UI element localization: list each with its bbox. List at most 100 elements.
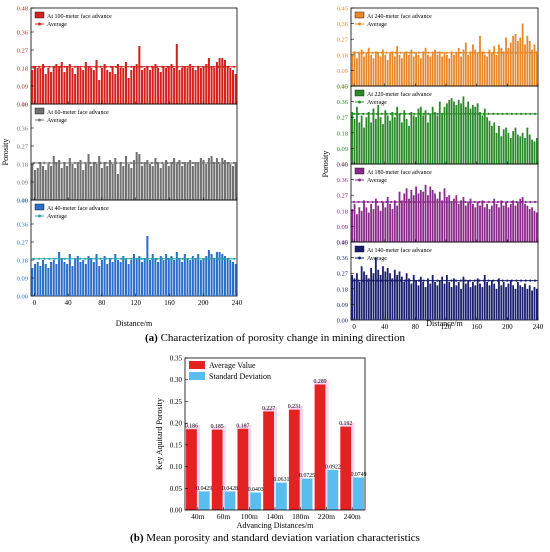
right-panel-3-average-marker xyxy=(399,279,402,282)
right-panel-2-bar xyxy=(377,205,380,242)
right-panel-1-average-marker xyxy=(492,112,495,116)
right-panel-2-average-marker xyxy=(371,200,374,204)
right-panel-2-ytick-label: 0.09 xyxy=(337,224,348,231)
left-panel-0-bar xyxy=(42,64,45,104)
right-panel-0-bar xyxy=(431,53,434,86)
left-panel-0-bar xyxy=(47,68,50,104)
left-panel-1-bar xyxy=(234,162,237,200)
right-panel-1-average-marker xyxy=(352,112,356,116)
left-panel-2-average-marker xyxy=(38,257,41,260)
right-panel-2-average-marker xyxy=(357,200,360,204)
left-panel-2-ytick-label: 0.09 xyxy=(17,276,28,283)
left-panel-0-average-marker xyxy=(99,65,102,68)
summary-bar-stdev xyxy=(250,492,262,510)
left-panel-1-bar xyxy=(103,162,106,200)
right-panel-0-bar xyxy=(417,54,420,86)
right-panel-2-bar xyxy=(429,186,432,242)
right-panel-0-bar xyxy=(483,54,486,86)
right-panel-1-bar xyxy=(474,106,477,164)
right-panel-2-average-marker xyxy=(380,200,383,204)
left-panel-2-bar xyxy=(124,258,127,296)
left-panel-2-bar xyxy=(210,254,213,296)
right-panel-3-average-marker xyxy=(371,279,374,282)
left-panel-2-bar xyxy=(143,258,146,296)
right-panel-1-bar xyxy=(351,112,354,164)
right-panel-3-average-marker xyxy=(506,279,509,282)
right-panel-2-bar xyxy=(509,203,512,242)
right-panel-3-bar xyxy=(535,288,538,320)
left-panel-2-average-marker xyxy=(181,257,184,260)
left-panel-2-bar xyxy=(154,258,157,296)
right-panel-1-average-marker xyxy=(403,112,407,116)
right-panel-0-ytick-label: 0.09 xyxy=(337,68,348,75)
left-panel-2-bar xyxy=(82,260,85,296)
right-panel-0-average-marker xyxy=(352,51,356,54)
right-panel-3-bar xyxy=(412,274,415,320)
right-xtick-label: 40 xyxy=(381,323,389,331)
right-panel-0-bar xyxy=(493,46,496,86)
right-panel-3-bar xyxy=(398,271,401,320)
right-panel-0-bar xyxy=(479,35,481,86)
right-panel-3-average-marker xyxy=(450,279,453,282)
right-panel-0-bar xyxy=(509,42,512,86)
right-panel-0-ytick-label: 0.00 xyxy=(337,84,348,91)
right-panel-0-bar xyxy=(488,49,491,86)
left-panel-0-ytick-label: 0.00 xyxy=(17,102,28,109)
left-panel-1-bar xyxy=(44,170,47,200)
right-panel-0-average-marker xyxy=(455,51,458,54)
right-panel-3-legend-label: At 140-meter face advance xyxy=(367,247,432,254)
right-panel-3-bar xyxy=(382,266,384,320)
right-panel-1-bar xyxy=(412,115,415,164)
left-panel-2-average-marker xyxy=(63,257,66,260)
summary-legend-label: Average Value xyxy=(209,361,256,370)
right-panel-0-average-marker xyxy=(431,51,434,54)
left-panel-0-average-marker xyxy=(212,65,215,68)
right-panel-1-average-marker xyxy=(455,112,458,116)
right-panel-3-bar xyxy=(457,281,460,320)
right-panel-3-bar xyxy=(531,290,533,320)
left-panel-1-bar xyxy=(68,158,71,200)
summary-xtick-label: 100m xyxy=(241,512,258,521)
left-panel-1-bar xyxy=(34,170,37,200)
left-panel-1-bar xyxy=(39,162,42,200)
left-panel-1-bar xyxy=(55,162,58,200)
right-panel-0-bar xyxy=(441,56,444,86)
right-panel-3-bar xyxy=(443,283,446,320)
left-panel-2-bar xyxy=(215,252,218,296)
left-panel-1-average-marker xyxy=(171,161,174,165)
right-panel-0-bar xyxy=(531,49,533,86)
right-panel-2-bar xyxy=(427,195,429,242)
left-panel-1-bar xyxy=(149,164,152,200)
right-panel-2-average-marker xyxy=(492,200,495,204)
right-panel-3-bar xyxy=(495,288,498,320)
right-panel-3-bar xyxy=(429,283,432,320)
left-panel-2-bar xyxy=(108,258,111,296)
right-panel-0-bar xyxy=(507,47,510,86)
right-panel-0-average-marker xyxy=(362,51,365,54)
left-panel-2-bar xyxy=(141,262,144,296)
right-panel-2-bar xyxy=(531,207,533,242)
right-panel-2-bar xyxy=(479,205,481,242)
left-panel-1-average-marker xyxy=(186,161,189,165)
right-panel-1-bar xyxy=(391,112,394,164)
left-panel-1-bar xyxy=(127,164,130,200)
right-panel-1-bar xyxy=(434,112,436,164)
left-panel-0-bar xyxy=(50,72,53,104)
right-panel-1-bar xyxy=(374,118,377,164)
right-xtick-label: 200 xyxy=(502,323,513,331)
right-panel-0-bar xyxy=(405,51,408,86)
right-panel-2-bar xyxy=(363,200,365,242)
right-panel-0-average-marker xyxy=(403,51,407,54)
left-panel-1-bar xyxy=(215,158,218,200)
right-panel-3-bar xyxy=(351,274,354,320)
left-panel-1-average-marker xyxy=(43,161,46,165)
left-xtick-label: 120 xyxy=(130,299,141,307)
right-ylabel: Porosity xyxy=(321,151,330,178)
left-panel-0-bar xyxy=(98,80,101,104)
left-panel-2-bar xyxy=(50,262,53,296)
left-panel-1-average-marker xyxy=(212,161,215,165)
right-panel-1-bar xyxy=(483,108,486,164)
left-panel-1-bar xyxy=(170,162,173,200)
right-panel-3-bar xyxy=(410,283,413,320)
right-panel-1-bar xyxy=(408,125,410,164)
